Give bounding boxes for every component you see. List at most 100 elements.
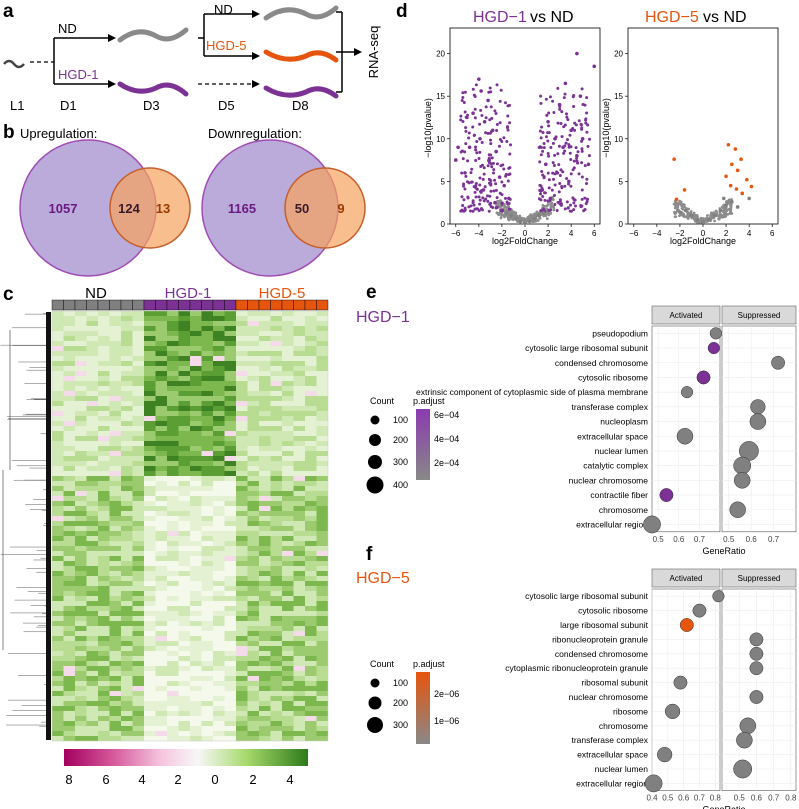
volcano-point-sig bbox=[478, 202, 482, 206]
heatmap-cell bbox=[178, 381, 191, 387]
heatmap-cell bbox=[305, 636, 317, 642]
heatmap-cell bbox=[52, 596, 64, 602]
heatmap-cell bbox=[155, 351, 168, 357]
heatmap-cell bbox=[144, 446, 156, 452]
volcano-point-sig bbox=[556, 121, 560, 125]
heatmap-cell bbox=[52, 426, 64, 432]
heatmap-cell bbox=[63, 626, 76, 632]
go-term-label: cytoplasmic ribonucleoprotein granule bbox=[505, 663, 648, 673]
heatmap-cell bbox=[259, 551, 271, 557]
heatmap-cell bbox=[305, 446, 317, 452]
heatmap-cell bbox=[190, 331, 202, 337]
heatmap-cell bbox=[144, 476, 156, 482]
heatmap-cell bbox=[75, 716, 87, 722]
heatmap-cell bbox=[109, 481, 122, 487]
heatmap-cell bbox=[86, 646, 99, 652]
heatmap-cell bbox=[178, 421, 191, 427]
heatmap-cell bbox=[282, 391, 294, 397]
heatmap-cell bbox=[316, 706, 328, 712]
heatmap-cell bbox=[86, 351, 99, 357]
heatmap-cell bbox=[259, 316, 271, 322]
heatmap-cell bbox=[109, 331, 122, 337]
volcano-point-sig bbox=[547, 154, 551, 158]
heatmap-cell bbox=[178, 451, 191, 457]
heatmap-cell bbox=[75, 706, 87, 712]
heatmap-cell bbox=[144, 576, 156, 582]
heatmap-cell bbox=[75, 411, 87, 417]
volcano-point-bg bbox=[687, 207, 691, 211]
heatmap-cell bbox=[236, 421, 248, 427]
heatmap-cell bbox=[201, 581, 214, 587]
heatmap-cell bbox=[236, 636, 248, 642]
heatmap-cell bbox=[293, 691, 306, 697]
volcano-point bbox=[672, 157, 676, 162]
heatmap-cell bbox=[247, 571, 260, 577]
heatmap-cell bbox=[270, 666, 283, 672]
heatmap-cell bbox=[316, 626, 328, 632]
volcano-point-sig bbox=[567, 182, 571, 186]
heatmap-cell bbox=[190, 581, 202, 587]
heatmap-cell bbox=[167, 516, 179, 522]
heatmap-cell bbox=[86, 636, 99, 642]
heatmap-cell bbox=[190, 496, 202, 502]
heatmap-cell bbox=[236, 321, 248, 327]
heatmap-cell bbox=[293, 346, 306, 352]
volcano-point-sig bbox=[469, 180, 473, 184]
volcano-point-sig bbox=[495, 129, 499, 133]
heatmap-cell bbox=[259, 571, 271, 577]
heatmap-cell bbox=[259, 726, 271, 732]
heatmap-cell bbox=[201, 461, 214, 467]
heatmap-cell bbox=[201, 721, 214, 727]
heatmap-cell bbox=[236, 336, 248, 342]
heatmap-cell bbox=[190, 636, 202, 642]
heatmap-cell bbox=[293, 551, 306, 557]
heatmap-cell bbox=[132, 596, 145, 602]
annotation-cell bbox=[178, 299, 191, 311]
heatmap-cell bbox=[282, 381, 294, 387]
heatmap-cell bbox=[155, 711, 168, 717]
heatmap-cell bbox=[63, 611, 76, 617]
heatmap-cell bbox=[144, 616, 156, 622]
heatmap-cell bbox=[236, 566, 248, 572]
heatmap-cell bbox=[270, 396, 283, 402]
heatmap-cell bbox=[132, 341, 145, 347]
heatmap-cell bbox=[178, 626, 191, 632]
heatmap-cell bbox=[109, 496, 122, 502]
heatmap-cell bbox=[270, 331, 283, 337]
heatmap-cell bbox=[236, 651, 248, 657]
heatmap-cell bbox=[259, 621, 271, 627]
heatmap-cell bbox=[98, 556, 110, 562]
heatmap-cell bbox=[121, 681, 133, 687]
heatmap-cell bbox=[178, 526, 191, 532]
heatmap-cell bbox=[259, 631, 271, 637]
heatmap-cell bbox=[155, 526, 168, 532]
heatmap-cell bbox=[259, 476, 271, 482]
heatmap-cell bbox=[167, 696, 179, 702]
heatmap-cell bbox=[132, 366, 145, 372]
heatmap-cell bbox=[224, 571, 237, 577]
heatmap-cell bbox=[75, 711, 87, 717]
heatmap-cell bbox=[98, 656, 110, 662]
heatmap-cell bbox=[259, 671, 271, 677]
heatmap-cell bbox=[144, 646, 156, 652]
heatmap-cell bbox=[144, 546, 156, 552]
dotplot-point bbox=[729, 501, 746, 519]
heatmap-cell bbox=[63, 696, 76, 702]
heatmap-cell bbox=[247, 701, 260, 707]
volcano-point-sig bbox=[466, 159, 470, 163]
volcano-point-sig bbox=[495, 83, 499, 87]
heatmap-cell bbox=[247, 546, 260, 552]
heatmap-cell bbox=[282, 516, 294, 522]
heatmap-cell bbox=[282, 486, 294, 492]
heatmap-cell bbox=[132, 686, 145, 692]
heatmap-cell bbox=[316, 411, 328, 417]
heatmap-cell bbox=[293, 731, 306, 737]
volcano-point-sig bbox=[556, 152, 560, 156]
heatmap-cell bbox=[75, 566, 87, 572]
legend-padj-e: p.adjust 6e−04 4e−04 2e−04 bbox=[413, 396, 459, 480]
heatmap-cell bbox=[259, 591, 271, 597]
heatmap-cell bbox=[259, 636, 271, 642]
heatmap-cell bbox=[224, 511, 237, 517]
heatmap-cell bbox=[63, 571, 76, 577]
heatmap-cell bbox=[247, 551, 260, 557]
